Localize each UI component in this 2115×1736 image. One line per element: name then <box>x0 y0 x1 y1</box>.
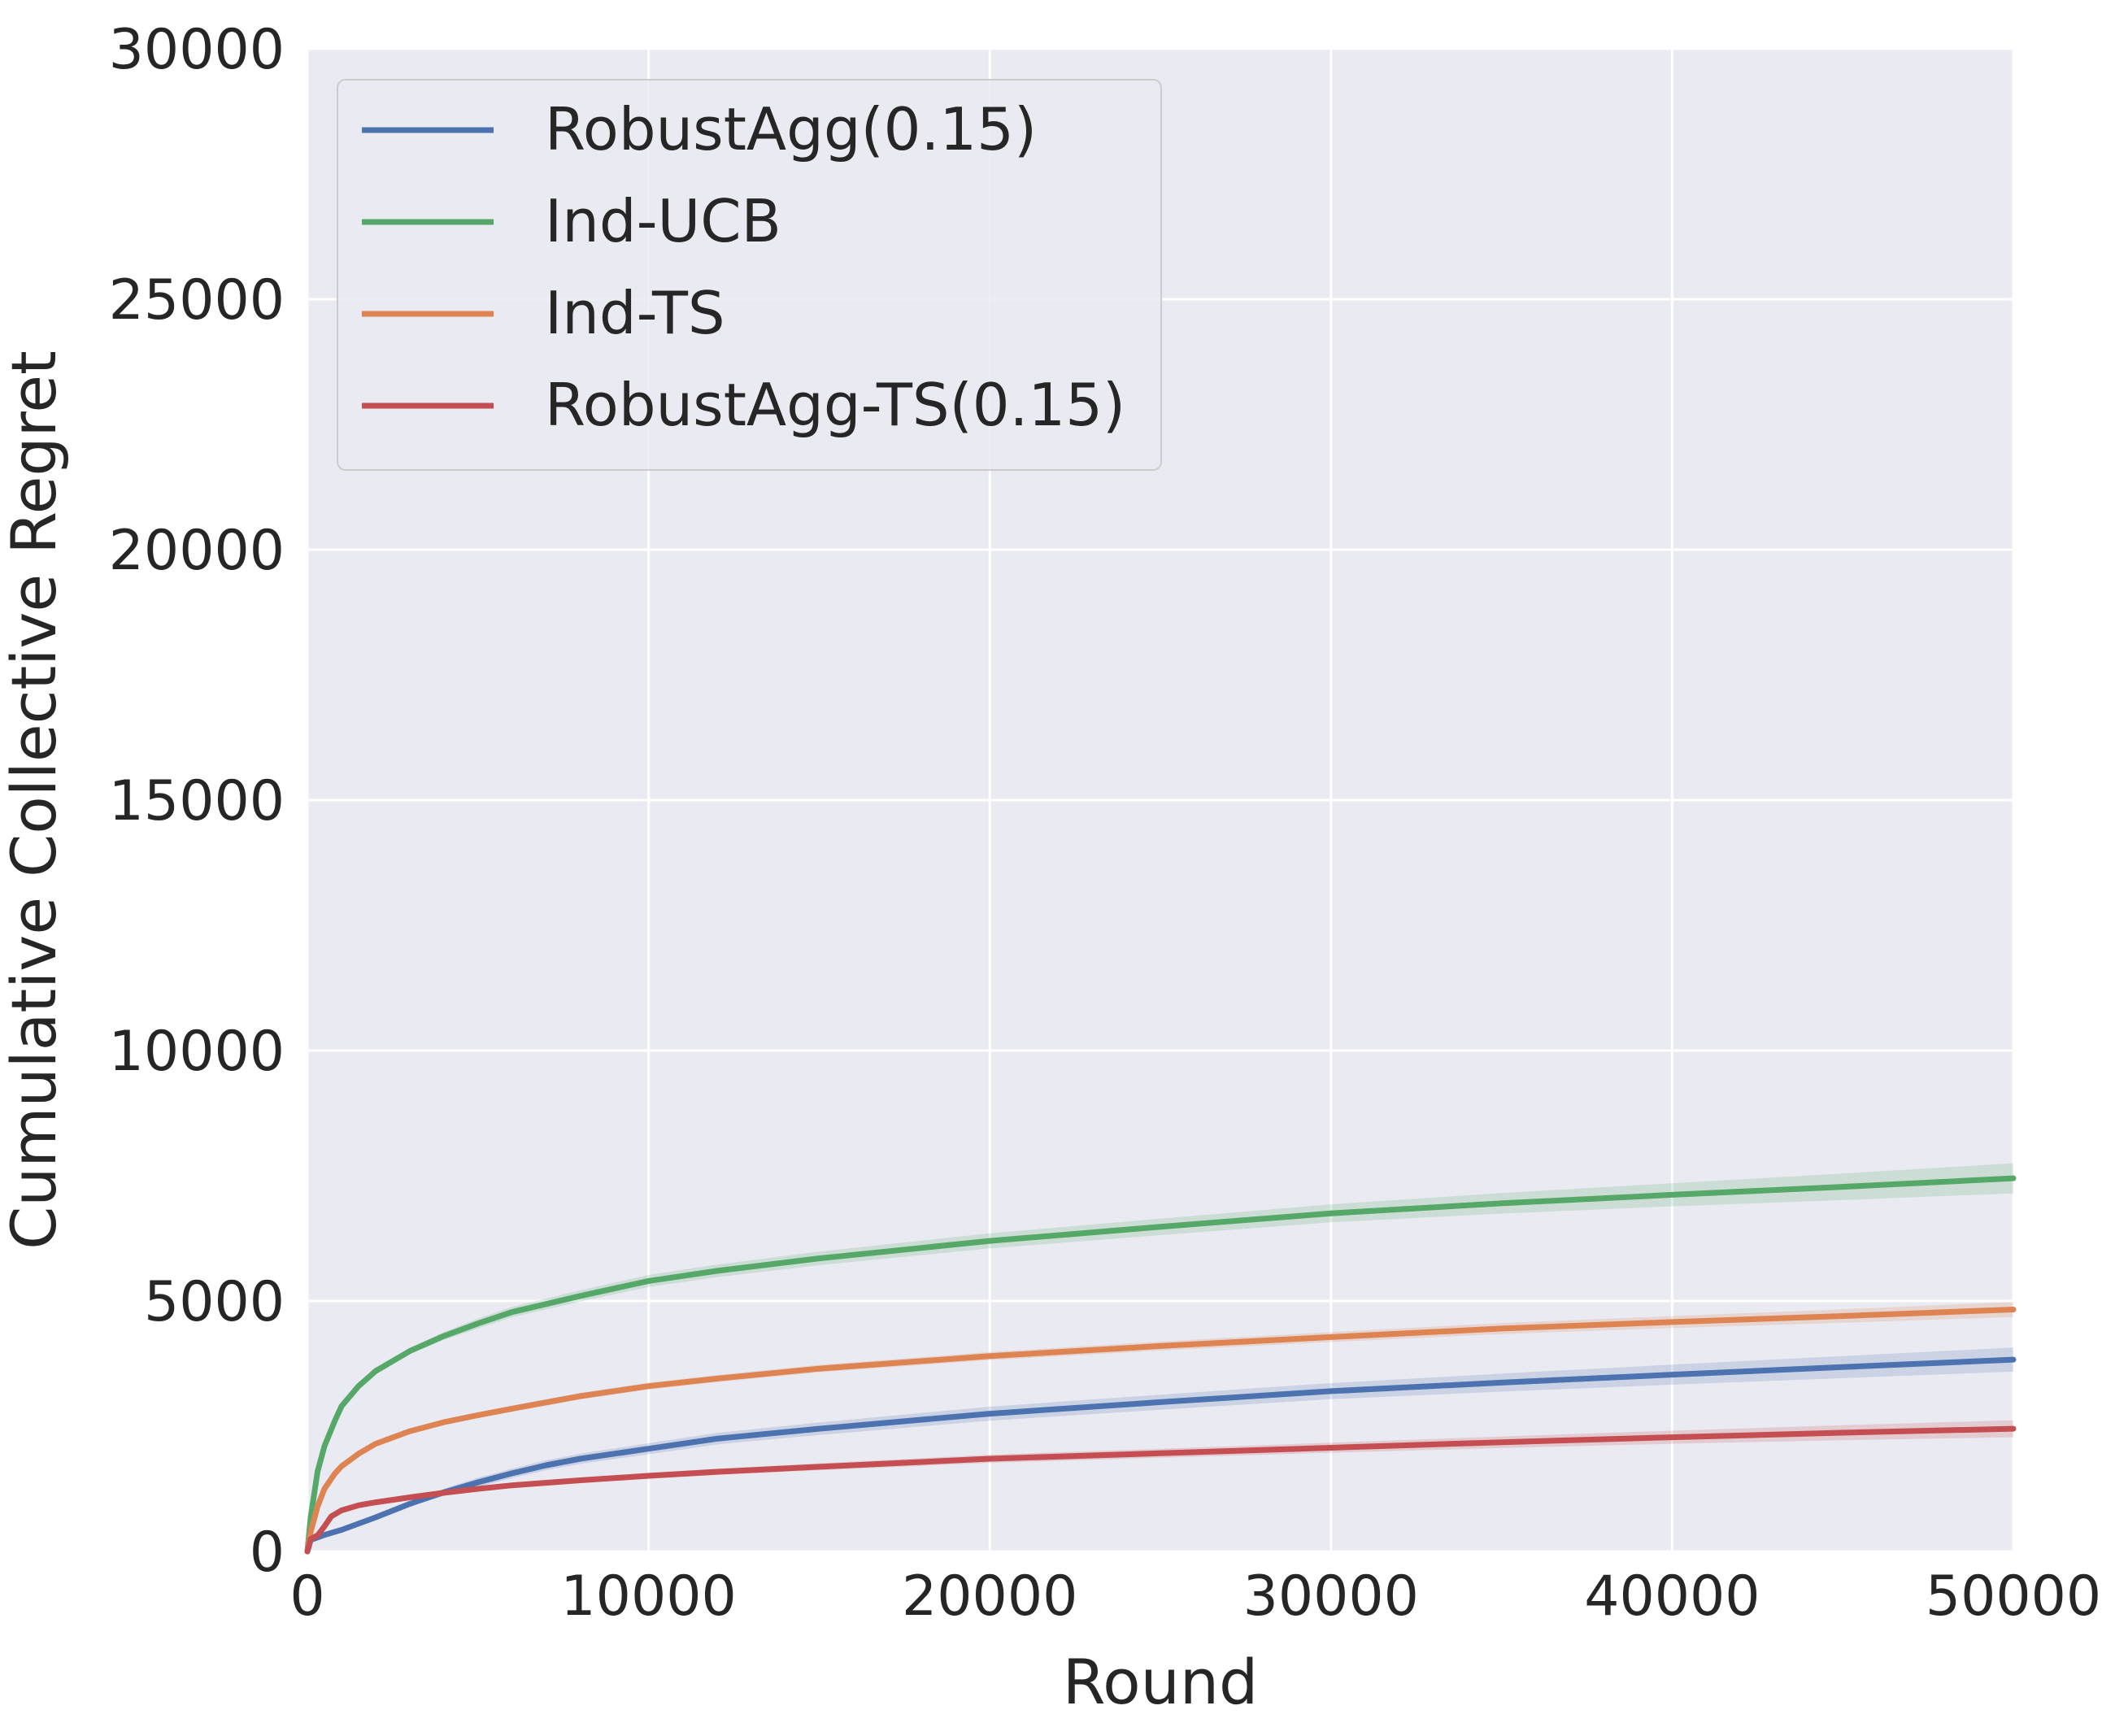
legend-box <box>337 79 1162 471</box>
x-tick-label: 0 <box>289 1564 324 1629</box>
legend-label: RobustAgg-TS(0.15) <box>545 371 1125 439</box>
tick-labels: 0 10000 20000 30000 40000 50000 0 5000 10000 1500… <box>109 18 2101 1629</box>
series-lines <box>304 1175 2017 1555</box>
legend-label: Ind-TS <box>545 279 725 347</box>
y-tick-label: 30000 <box>109 18 285 82</box>
x-tick-label: 10000 <box>560 1564 736 1629</box>
y-tick-label: 5000 <box>144 1270 285 1334</box>
x-tick-label: 40000 <box>1584 1564 1760 1629</box>
x-axis-label: Round <box>1063 1646 1258 1718</box>
legend: RobustAgg(0.15) Ind-UCB Ind-TS RobustAgg-TS… <box>337 79 1162 471</box>
y-axis-label: Cumulative Collective Regret <box>0 350 70 1250</box>
y-tick-label: 10000 <box>109 1020 285 1084</box>
y-tick-label: 0 <box>250 1521 285 1585</box>
legend-label: Ind-UCB <box>545 187 781 255</box>
x-tick-label: 50000 <box>1926 1564 2101 1629</box>
series-line <box>304 1175 2017 1555</box>
y-tick-label: 15000 <box>109 769 285 833</box>
y-tick-label: 25000 <box>109 268 285 333</box>
series-line <box>304 1425 2017 1555</box>
x-tick-label: 30000 <box>1243 1564 1419 1629</box>
x-tick-label: 20000 <box>902 1564 1077 1629</box>
legend-label: RobustAgg(0.15) <box>545 95 1037 163</box>
series-line <box>304 1356 2017 1555</box>
series-line <box>304 1307 2017 1555</box>
y-tick-label: 20000 <box>109 519 285 583</box>
